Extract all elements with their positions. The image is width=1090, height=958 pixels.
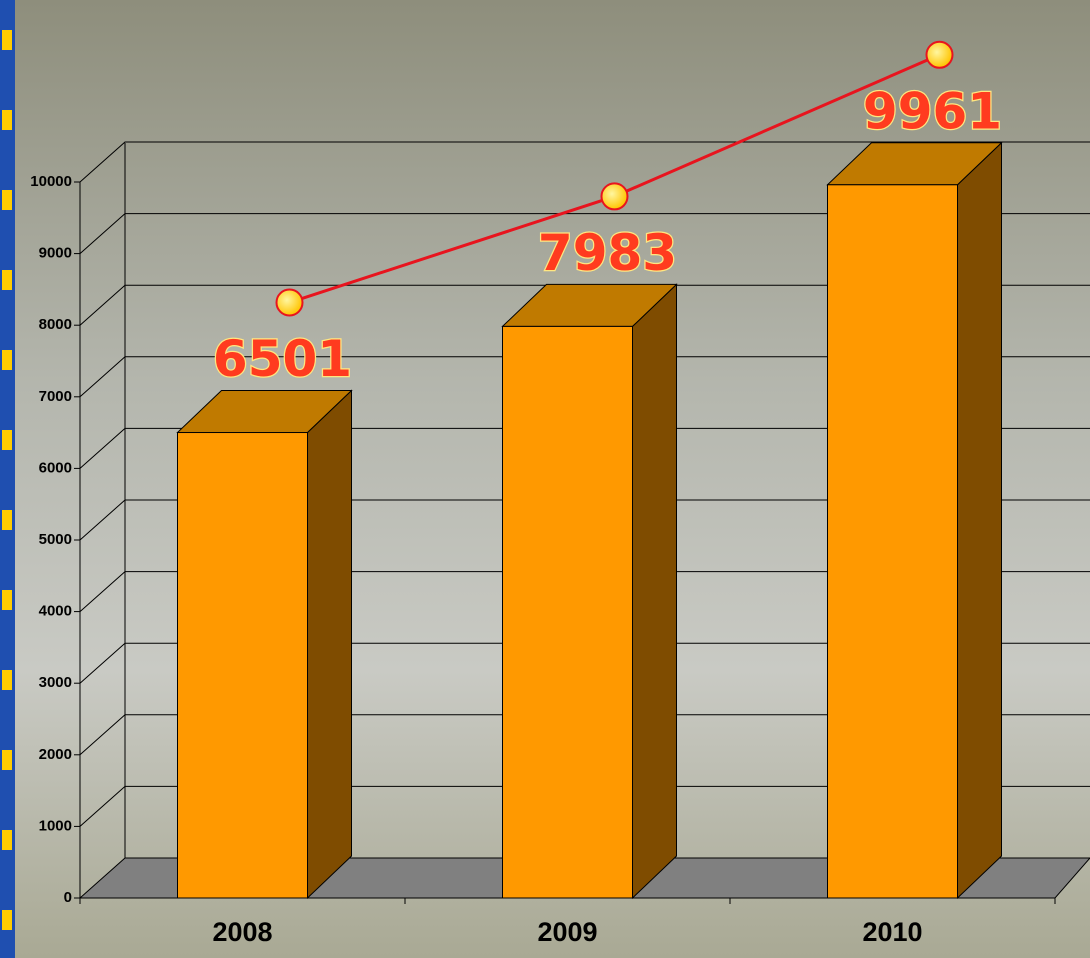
trend-dot	[600, 182, 629, 211]
y-tick-label: 6000	[39, 459, 72, 476]
x-tick-label: 2009	[537, 917, 597, 947]
y-tick-label: 1000	[39, 817, 72, 834]
bar	[177, 432, 308, 899]
grid-line	[79, 213, 1090, 254]
grid-line	[79, 356, 1090, 398]
y-tick-label: 4000	[39, 603, 72, 620]
grid-line	[79, 714, 1090, 756]
grid-line	[79, 284, 1090, 326]
y-tick-label: 5000	[39, 531, 72, 548]
trend-dot	[925, 40, 954, 69]
value-label: 6501	[213, 330, 352, 388]
grid-line	[79, 785, 1090, 827]
grid-line	[79, 427, 1090, 469]
y-tick-label: 2000	[39, 746, 72, 763]
y-tick-label: 9000	[39, 245, 72, 262]
bar-side	[957, 141, 1002, 900]
value-label: 9961	[863, 82, 1002, 140]
side-blocks	[2, 30, 12, 930]
bar	[502, 325, 633, 899]
trend-dot	[275, 288, 304, 317]
y-tick-label: 7000	[39, 388, 72, 405]
x-tick-label: 2008	[212, 917, 272, 947]
grid-line	[79, 499, 1090, 541]
grid-line	[79, 571, 1090, 612]
y-tick-label: 10000	[30, 173, 72, 190]
bar-side	[307, 389, 352, 900]
y-tick-label: 8000	[39, 316, 72, 333]
value-label: 7983	[538, 224, 677, 282]
y-tick-label: 0	[64, 889, 72, 906]
bar	[827, 184, 958, 899]
bar-side	[632, 283, 677, 900]
y-tick-label: 3000	[39, 674, 72, 691]
x-tick-label: 2010	[862, 917, 922, 947]
grid-line	[79, 141, 1090, 183]
side-strip	[0, 0, 15, 958]
grid-line	[79, 642, 1090, 684]
